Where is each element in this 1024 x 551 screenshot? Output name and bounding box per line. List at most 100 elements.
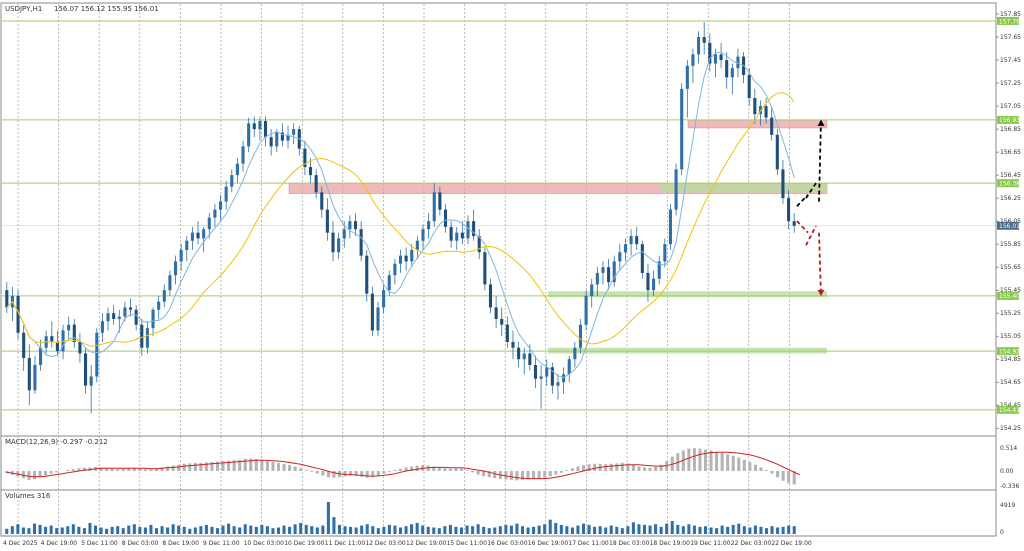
price-axis: 157.85 157.65 157.45 157.25 157.05 156.85 156.… [996, 11, 1021, 432]
candle-body [410, 249, 414, 262]
candle-body [511, 341, 515, 348]
candle-body [770, 117, 774, 135]
time-tick-label: 4 Dec 19:00 [41, 540, 78, 547]
candle-body [719, 54, 723, 61]
candle-body [72, 324, 76, 342]
candle-body [140, 324, 144, 348]
macd-tick-label: -0.336 [1000, 483, 1020, 490]
price-tag-box [997, 405, 1019, 414]
candle-body [134, 309, 138, 325]
time-tick-label: 10 Dec 19:00 [284, 540, 325, 547]
price-tick-label: 155.65 [1000, 264, 1021, 271]
candle-body [213, 209, 217, 218]
candle-body [106, 313, 110, 322]
candle-body [168, 275, 172, 291]
candle-body [151, 309, 155, 329]
bullish-projection-arrow-head [817, 119, 825, 126]
price-tick-label: 155.25 [1000, 310, 1021, 317]
candle-body [494, 307, 498, 319]
candle-body [190, 232, 194, 241]
candle-body [612, 261, 616, 283]
bearish-projection-arrow-path [796, 220, 822, 296]
price-tag-label: 154.41 [999, 407, 1020, 414]
projection-arrows-layer [796, 119, 825, 296]
candle-body [308, 167, 313, 176]
candle-body [370, 293, 374, 331]
candle-body [303, 148, 307, 168]
candle-body [562, 374, 566, 383]
price-tick-label: 156.05 [1000, 218, 1021, 225]
candle-body [78, 341, 82, 354]
candle-body [702, 37, 706, 43]
candle-body [432, 192, 436, 222]
time-tick-label: 10 Dec 03:00 [244, 540, 285, 547]
moving-averages-layer [6, 51, 795, 378]
candle-body [500, 318, 504, 325]
price-tag-label: 156.93 [999, 117, 1020, 124]
candle-body [89, 376, 93, 386]
time-tick-label: 9 Dec 11:00 [203, 540, 240, 547]
candle-body [590, 284, 594, 296]
candle-body [505, 324, 509, 342]
macd-title: MACD(12,26,9) -0.297 -0.212 [5, 438, 108, 446]
price-tags-layer: 157.79156.93156.38156.01155.40154.92154.… [997, 16, 1020, 414]
candle-body [775, 134, 779, 170]
candle-body [398, 255, 403, 264]
candle-body [387, 275, 391, 291]
price-tag-box [997, 16, 1019, 25]
candle-body [61, 330, 65, 352]
time-tick-label: 8 Dec 19:00 [162, 540, 199, 547]
candle-body [668, 209, 673, 245]
ma-fast-line [6, 51, 795, 378]
candle-body [635, 236, 639, 245]
price-tick-label: 155.85 [1000, 241, 1021, 248]
candle-body [241, 146, 245, 164]
volume-tick-label: 4919 [1000, 502, 1015, 509]
time-tick-label: 18 Dec 19:00 [650, 540, 691, 547]
price-tick-label: 156.25 [1000, 195, 1021, 202]
candle-body [449, 226, 453, 241]
support-zone [660, 184, 827, 193]
candle-body [382, 290, 386, 308]
chart-ohlc-readout: 156.07 156.12 155.95 156.01 [54, 5, 159, 13]
candle-body [460, 232, 464, 239]
time-tick-label: 12 Dec 19:00 [406, 540, 447, 547]
candle-body [247, 123, 251, 147]
candle-body [320, 192, 324, 210]
candle-body [787, 198, 791, 222]
candle-body [438, 192, 442, 210]
candle-body [421, 229, 425, 241]
candle-body [618, 252, 622, 262]
candle-body [736, 56, 740, 69]
candle-body [680, 88, 684, 170]
time-tick-label: 4 Dec 2025 [3, 540, 38, 547]
candle-body [573, 347, 577, 360]
candle-body [753, 98, 757, 115]
candle-body [353, 221, 358, 230]
price-tick-label: 154.25 [1000, 425, 1021, 432]
candle-body [84, 353, 88, 386]
candle-body [629, 236, 633, 245]
chart-symbol-label: USDJPY,H1 [5, 5, 42, 13]
bearish-projection-arrow-head [817, 289, 825, 296]
time-tick-label: 11 Dec 11:00 [325, 540, 366, 547]
time-axis: 4 Dec 2025 4 Dec 19:00 5 Dec 11:00 8 Dec 03… [3, 540, 812, 547]
candle-body [483, 252, 487, 285]
candle-body [218, 201, 223, 210]
candle-body [657, 261, 661, 279]
time-tick-label: 8 Dec 03:00 [122, 540, 159, 547]
candle-body [466, 221, 470, 239]
candle-body [275, 132, 279, 147]
candle-body [376, 307, 380, 331]
candle-body [758, 106, 762, 115]
candle-body [179, 249, 183, 262]
price-tag-label: 157.79 [999, 18, 1020, 25]
price-tick-label: 156.65 [1000, 149, 1021, 156]
candle-body [185, 240, 189, 250]
price-tick-label: 155.45 [1000, 287, 1021, 294]
price-tick-label: 157.05 [1000, 103, 1021, 110]
time-tick-label: 5 Dec 11:00 [81, 540, 118, 547]
price-tag-box [997, 347, 1019, 356]
candle-body [27, 358, 31, 391]
